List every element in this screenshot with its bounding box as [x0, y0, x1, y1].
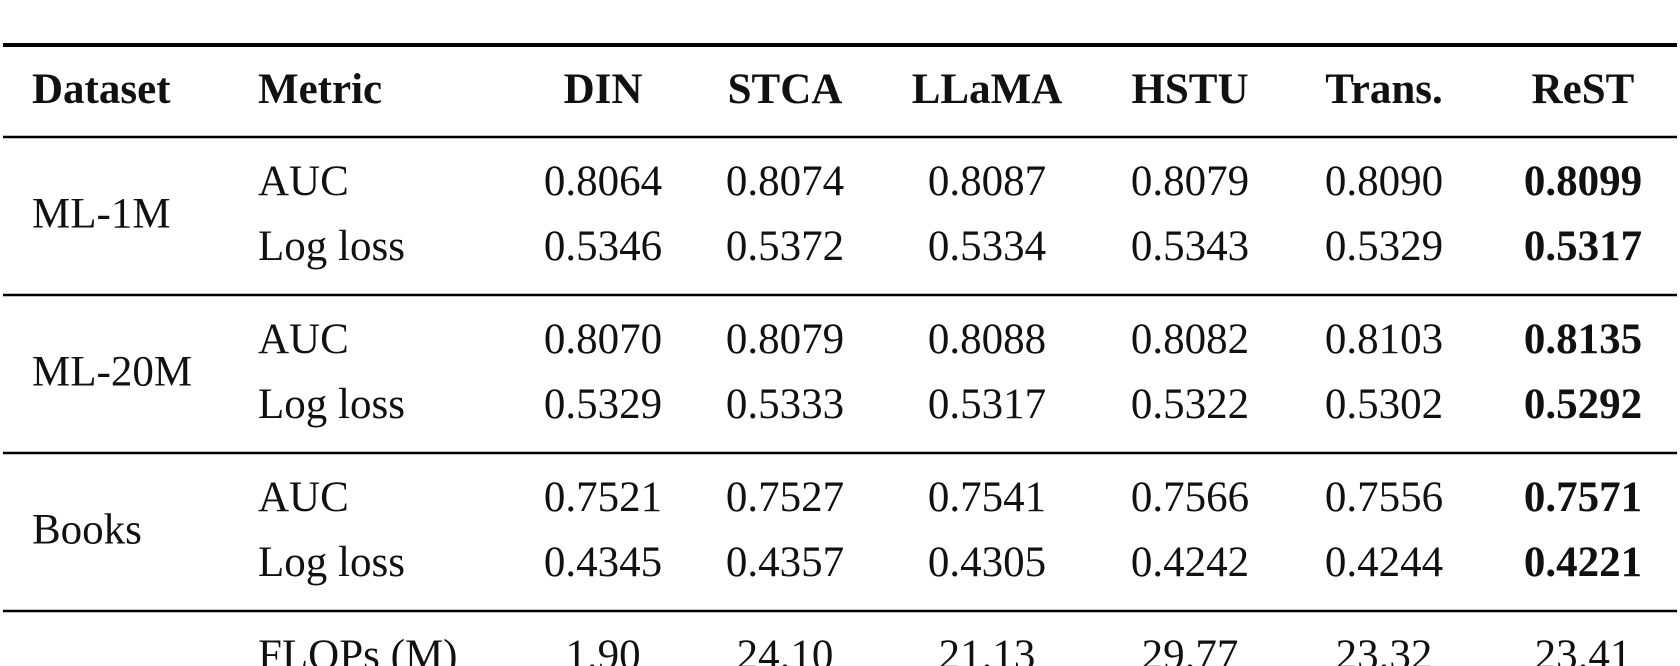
- column-header: ReST: [1532, 66, 1635, 113]
- cell-value: 0.7571: [1524, 474, 1642, 521]
- cell-value: 0.8088: [928, 316, 1046, 363]
- column-header: STCA: [728, 66, 843, 113]
- metric-label: Log loss: [258, 539, 405, 586]
- cell-value: 0.8103: [1325, 316, 1443, 363]
- cell-value: 0.5302: [1325, 381, 1443, 428]
- cell-value: 0.4345: [544, 539, 662, 586]
- cell-value: 0.5329: [1325, 223, 1443, 270]
- column-header: Trans.: [1325, 66, 1442, 113]
- cell-value: 23.41: [1535, 632, 1632, 666]
- cell-value: 0.8079: [726, 316, 844, 363]
- metric-label: AUC: [258, 158, 349, 205]
- column-header: LLaMA: [912, 66, 1063, 113]
- cell-value: 0.8070: [544, 316, 662, 363]
- cell-value: 0.5317: [928, 381, 1046, 428]
- column-header: HSTU: [1131, 66, 1248, 113]
- dataset-label: ML-20M: [32, 348, 192, 395]
- cell-value: 0.8074: [726, 158, 844, 205]
- cell-value: 0.8087: [928, 158, 1046, 205]
- cell-value: 0.7556: [1325, 474, 1443, 521]
- cell-value: 0.8079: [1131, 158, 1249, 205]
- metric-label: Log loss: [258, 223, 405, 270]
- dataset-label: Books: [32, 506, 142, 553]
- cell-value: 24.10: [737, 632, 834, 666]
- column-header: Metric: [258, 66, 382, 113]
- cell-value: 0.5372: [726, 223, 844, 270]
- column-header: Dataset: [32, 66, 171, 113]
- cell-value: 1.90: [565, 632, 640, 666]
- cell-value: 0.8082: [1131, 316, 1249, 363]
- cell-value: 0.8099: [1524, 158, 1642, 205]
- column-header: DIN: [564, 66, 643, 113]
- cell-value: 0.5322: [1131, 381, 1249, 428]
- cell-value: 0.5333: [726, 381, 844, 428]
- metric-label: AUC: [258, 474, 349, 521]
- cell-value: 0.8135: [1524, 316, 1642, 363]
- cell-value: 0.5329: [544, 381, 662, 428]
- cell-value: 0.7521: [544, 474, 662, 521]
- cell-value: 0.5346: [544, 223, 662, 270]
- cell-value: 0.8064: [544, 158, 662, 205]
- cell-value: 0.8090: [1325, 158, 1443, 205]
- cell-value: 0.5292: [1524, 381, 1642, 428]
- cell-value: 0.5334: [928, 223, 1046, 270]
- cell-value: 0.5343: [1131, 223, 1249, 270]
- dataset-label: ML-1M: [32, 190, 171, 237]
- cell-value: 0.7527: [726, 474, 844, 521]
- metric-label: AUC: [258, 316, 349, 363]
- cell-value: 0.4357: [726, 539, 844, 586]
- cell-value: 0.4242: [1131, 539, 1249, 586]
- cell-value: 21.13: [939, 632, 1036, 666]
- cell-value: 0.7541: [928, 474, 1046, 521]
- cell-value: 0.4244: [1325, 539, 1443, 586]
- cell-value: 23.32: [1336, 632, 1433, 666]
- cell-value: 0.4221: [1524, 539, 1642, 586]
- cell-value: 0.7566: [1131, 474, 1249, 521]
- cell-value: 0.5317: [1524, 223, 1642, 270]
- metric-label: Log loss: [258, 381, 405, 428]
- cell-value: 0.4305: [928, 539, 1046, 586]
- cell-value: 29.77: [1142, 632, 1239, 666]
- metric-label: FLOPs (M): [258, 632, 458, 666]
